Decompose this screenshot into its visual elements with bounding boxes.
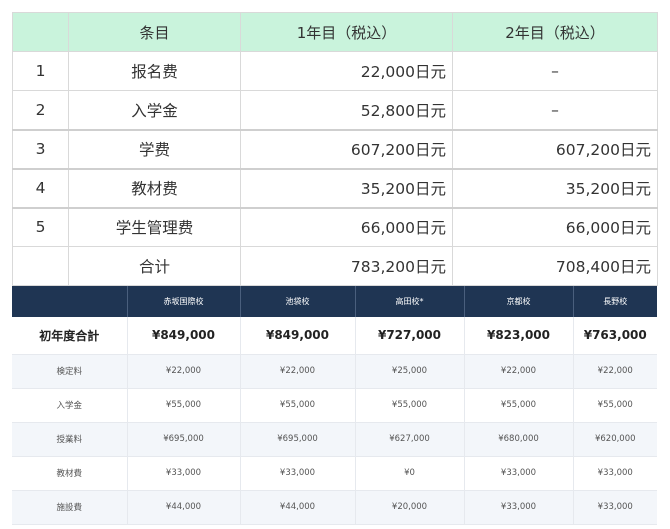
header-campus: 高田校* <box>354 286 464 317</box>
cell-value: ¥55,000 <box>463 388 573 423</box>
cell-value: ¥0 <box>354 456 464 491</box>
fee-table-header-row: 条目 1年目（税込） 2年目（税込） <box>12 12 658 52</box>
cell-value: ¥823,000 <box>463 317 573 355</box>
table-row: 2 入学金 52,800日元 – <box>12 90 658 130</box>
cell-value: ¥55,000 <box>572 388 657 423</box>
cell-value: ¥22,000 <box>126 354 240 389</box>
row-label: 授業料 <box>12 422 127 457</box>
cell-value: ¥22,000 <box>463 354 573 389</box>
table-row: 授業料 ¥695,000 ¥695,000 ¥627,000 ¥680,000 … <box>12 422 657 457</box>
cell-value: ¥763,000 <box>572 317 657 355</box>
header-campus: 赤坂国際校 <box>126 286 240 317</box>
cell-value: ¥727,000 <box>354 317 464 355</box>
header-campus: 長野校 <box>572 286 657 317</box>
cell-value: ¥20,000 <box>354 490 464 525</box>
row-number: 2 <box>12 90 69 130</box>
row-year2-amount: 35,200日元 <box>452 167 658 208</box>
table-row: 入学金 ¥55,000 ¥55,000 ¥55,000 ¥55,000 ¥55,… <box>12 388 657 423</box>
row-number: 4 <box>12 167 69 208</box>
comparison-header-row: 赤坂国際校 池袋校 高田校* 京都校 長野校 <box>12 286 657 317</box>
row-label: 初年度合計 <box>12 317 127 355</box>
cell-value: ¥33,000 <box>239 456 355 491</box>
row-year1-amount: 52,800日元 <box>240 90 453 130</box>
cell-value: ¥22,000 <box>572 354 657 389</box>
cell-value: ¥44,000 <box>126 490 240 525</box>
row-year2-amount: 708,400日元 <box>452 246 658 286</box>
cell-value: ¥44,000 <box>239 490 355 525</box>
row-item: 学生管理费 <box>68 206 241 247</box>
cell-value: ¥55,000 <box>239 388 355 423</box>
row-year2-amount: 66,000日元 <box>452 206 658 247</box>
row-year2-amount: – <box>452 90 658 130</box>
cell-value: ¥849,000 <box>239 317 355 355</box>
row-label: 施設費 <box>12 490 127 525</box>
cell-value: ¥33,000 <box>572 490 657 525</box>
header-campus: 京都校 <box>463 286 573 317</box>
header-blank <box>12 286 127 317</box>
row-number: 1 <box>12 51 69 91</box>
header-campus: 池袋校 <box>239 286 355 317</box>
row-label: 検定料 <box>12 354 127 389</box>
table-row: 3 学费 607,200日元 607,200日元 <box>12 128 658 169</box>
table-row: 施設費 ¥44,000 ¥44,000 ¥20,000 ¥33,000 ¥33,… <box>12 490 657 525</box>
cell-value: ¥22,000 <box>239 354 355 389</box>
cell-value: ¥25,000 <box>354 354 464 389</box>
row-year1-amount: 66,000日元 <box>240 206 453 247</box>
table-row: 教材費 ¥33,000 ¥33,000 ¥0 ¥33,000 ¥33,000 <box>12 456 657 491</box>
row-item: 教材费 <box>68 167 241 208</box>
table-row: 5 学生管理费 66,000日元 66,000日元 <box>12 206 658 247</box>
table-row: 検定料 ¥22,000 ¥22,000 ¥25,000 ¥22,000 ¥22,… <box>12 354 657 389</box>
header-blank <box>12 12 69 52</box>
row-item: 报名费 <box>68 51 241 91</box>
cell-value: ¥627,000 <box>354 422 464 457</box>
row-year2-amount: 607,200日元 <box>452 128 658 169</box>
row-item: 合计 <box>68 246 241 286</box>
cell-value: ¥33,000 <box>126 456 240 491</box>
header-item: 条目 <box>68 12 241 52</box>
row-number: 3 <box>12 128 69 169</box>
row-year1-amount: 783,200日元 <box>240 246 453 286</box>
cell-value: ¥620,000 <box>572 422 657 457</box>
row-year1-amount: 607,200日元 <box>240 128 453 169</box>
campus-comparison-table: 赤坂国際校 池袋校 高田校* 京都校 長野校 初年度合計 ¥849,000 ¥8… <box>12 286 657 525</box>
cell-value: ¥695,000 <box>126 422 240 457</box>
cell-value: ¥55,000 <box>126 388 240 423</box>
row-year1-amount: 35,200日元 <box>240 167 453 208</box>
row-item: 学费 <box>68 128 241 169</box>
cell-value: ¥33,000 <box>463 456 573 491</box>
fee-table: 条目 1年目（税込） 2年目（税込） 1 报名费 22,000日元 – 2 入学… <box>12 12 658 286</box>
cell-value: ¥55,000 <box>354 388 464 423</box>
cell-value: ¥680,000 <box>463 422 573 457</box>
table-row: 1 报名费 22,000日元 – <box>12 51 658 91</box>
cell-value: ¥849,000 <box>126 317 240 355</box>
row-year2-amount: – <box>452 51 658 91</box>
row-number: 5 <box>12 206 69 247</box>
total-row: 初年度合計 ¥849,000 ¥849,000 ¥727,000 ¥823,00… <box>12 317 657 355</box>
cell-value: ¥33,000 <box>572 456 657 491</box>
cell-value: ¥33,000 <box>463 490 573 525</box>
header-year1: 1年目（税込） <box>240 12 453 52</box>
total-row: 合计 783,200日元 708,400日元 <box>12 246 658 286</box>
row-number <box>12 246 69 286</box>
row-label: 入学金 <box>12 388 127 423</box>
row-item: 入学金 <box>68 90 241 130</box>
header-year2: 2年目（税込） <box>452 12 658 52</box>
row-year1-amount: 22,000日元 <box>240 51 453 91</box>
cell-value: ¥695,000 <box>239 422 355 457</box>
row-label: 教材費 <box>12 456 127 491</box>
table-row: 4 教材费 35,200日元 35,200日元 <box>12 167 658 208</box>
